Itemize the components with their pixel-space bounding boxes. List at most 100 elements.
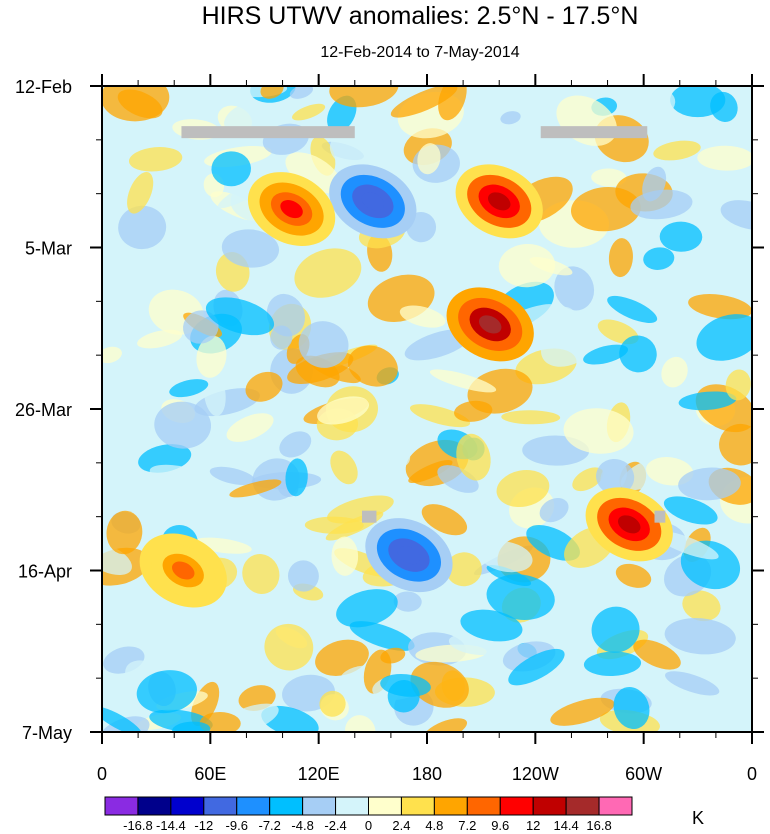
anomaly-blob xyxy=(421,504,468,536)
missing-data-bar xyxy=(540,126,648,139)
anomaly-blob xyxy=(329,129,399,173)
anomaly-blob xyxy=(550,697,615,726)
colorbar-swatch xyxy=(400,796,435,816)
colorbar-label: 7.2 xyxy=(458,818,476,833)
anomaly-blob xyxy=(613,686,650,730)
anomaly-blob xyxy=(643,247,675,270)
anomaly-blob xyxy=(285,152,341,194)
anomaly-blob xyxy=(540,319,599,367)
anomaly-blob xyxy=(591,168,627,187)
colorbar-swatch xyxy=(532,796,567,816)
anomaly-blob xyxy=(329,86,399,108)
anomaly-blob xyxy=(347,345,398,387)
anomaly-blob xyxy=(501,410,561,425)
anomaly-blob xyxy=(500,111,521,125)
colorbar-swatch xyxy=(137,796,172,816)
anomaly-blob xyxy=(697,145,752,171)
colorbar-swatch xyxy=(499,796,534,816)
colorbar-label: -16.8 xyxy=(123,818,153,833)
x-tick-label: 0 xyxy=(97,764,107,784)
anomaly-blob xyxy=(154,401,212,449)
y-tick-label: 7-May xyxy=(22,723,72,743)
x-tick-label: 120W xyxy=(512,764,559,784)
anomaly-blob xyxy=(106,510,143,555)
anomaly-blob xyxy=(460,609,523,642)
anomaly-blob xyxy=(661,356,688,388)
anomaly-blob xyxy=(678,467,741,501)
anomaly-blob xyxy=(183,310,219,344)
missing-data-bar xyxy=(362,510,377,523)
anomaly-blob xyxy=(467,368,533,414)
anomaly-blob xyxy=(128,147,183,172)
anomaly-blob xyxy=(409,404,471,428)
colorbar-label: -12 xyxy=(194,818,213,833)
anomaly-blob xyxy=(633,639,681,670)
anomaly-feature xyxy=(361,192,385,211)
anomaly-blob xyxy=(417,143,441,175)
anomaly-blob xyxy=(221,229,280,268)
anomaly-blob xyxy=(570,187,641,232)
anomaly-blob xyxy=(196,335,227,378)
anomaly-blob xyxy=(315,639,369,676)
anomaly-blob xyxy=(630,189,693,220)
x-tick-label: 0 xyxy=(747,764,757,784)
anomaly-blob xyxy=(203,372,226,417)
colorbar-swatch xyxy=(170,796,205,816)
colorbar-label: -7.2 xyxy=(258,818,280,833)
anomaly-blob xyxy=(330,450,358,485)
anomaly-blob xyxy=(596,458,635,495)
anomaly-blob xyxy=(478,540,533,573)
colorbar-swatch xyxy=(565,796,600,816)
chart-subtitle: 12-Feb-2014 to 7-May-2014 xyxy=(320,44,519,61)
anomaly-blob xyxy=(445,552,482,587)
y-tick-label: 5-Mar xyxy=(25,239,72,259)
chart-title: HIRS UTWV anomalies: 2.5°N - 17.5°N xyxy=(202,2,639,30)
anomaly-blob xyxy=(410,661,469,708)
colorbar-label: 4.8 xyxy=(425,818,443,833)
anomaly-feature xyxy=(172,561,195,580)
anomaly-blob xyxy=(349,621,415,651)
anomaly-blob xyxy=(147,623,193,671)
anomaly-blob xyxy=(583,344,629,365)
anomaly-blob xyxy=(298,321,349,368)
colorbar-label: -9.6 xyxy=(226,818,248,833)
colorbar-swatch xyxy=(433,796,468,816)
anomaly-blob xyxy=(399,305,446,328)
anomaly-blob xyxy=(665,671,720,696)
anomaly-blob xyxy=(137,329,183,349)
anomaly-blob xyxy=(456,433,491,481)
colorbar-swatch xyxy=(269,796,304,816)
anomaly-blob xyxy=(276,534,301,554)
anomaly-blob xyxy=(682,590,721,622)
anomaly-blob xyxy=(317,396,370,425)
colorbar-unit: K xyxy=(692,808,704,828)
anomaly-blob xyxy=(224,102,263,132)
colorbar: -16.8 -14.4 -12 -9.6 -7.2 -4.8 -2.4 0 2.4 4.8 7.2 9… xyxy=(104,796,633,833)
colorbar-swatch xyxy=(598,796,633,816)
anomaly-blob xyxy=(572,467,604,492)
colorbar-label: 14.4 xyxy=(553,818,578,833)
colorbar-label: -4.8 xyxy=(291,818,313,833)
colorbar-label: 2.4 xyxy=(392,818,410,833)
anomaly-blob xyxy=(226,413,274,442)
anomaly-blob xyxy=(688,294,752,320)
colorbar-label: -2.4 xyxy=(324,818,346,833)
anomaly-blob xyxy=(720,200,752,231)
colorbar-swatch xyxy=(236,796,271,816)
x-tick-label: 120E xyxy=(298,764,340,784)
anomaly-blob xyxy=(619,335,657,373)
anomaly-blob xyxy=(408,460,453,484)
anomaly-blob xyxy=(696,314,752,361)
x-tick-label: 60W xyxy=(625,764,662,784)
anomaly-blob xyxy=(670,86,726,118)
colorbar-swatch xyxy=(104,796,139,816)
anomaly-blob xyxy=(429,369,497,393)
anomaly-blob xyxy=(583,651,642,677)
anomaly-blob xyxy=(351,428,411,469)
anomaly-blob xyxy=(289,86,314,99)
anomaly-blob xyxy=(242,554,280,594)
anomaly-blob xyxy=(102,706,142,732)
missing-data-bar xyxy=(181,126,355,139)
anomaly-blob xyxy=(149,464,218,490)
x-tick-label: 180 xyxy=(412,764,442,784)
